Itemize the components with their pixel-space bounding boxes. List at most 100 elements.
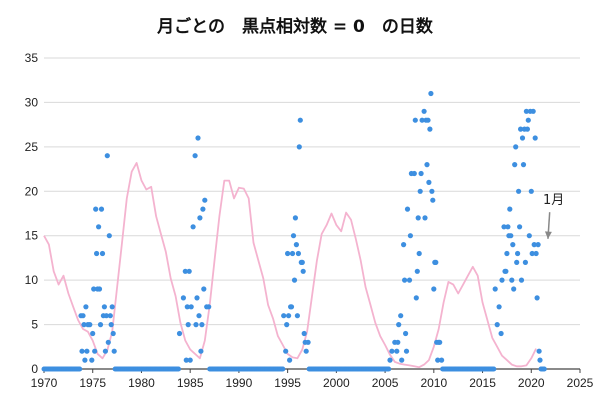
zero-day-point [291,277,298,283]
zero-day-point [206,304,212,310]
zero-day-point [513,144,519,150]
zero-day-point [529,250,535,257]
zero-day-point [398,313,404,319]
zero-day-point [512,162,518,168]
zero-day-point [414,268,420,274]
y-tick-label: 15 [25,229,39,243]
zero-day-point [417,188,423,194]
zero-day-point [404,206,411,212]
y-tick-label: 30 [25,95,39,109]
zero-day-point [106,233,112,239]
zero-day-point [424,162,430,168]
zero-day-point [182,268,188,274]
zero-day-point [93,206,99,212]
zero-day-point [531,242,537,248]
sunspot-line [43,162,537,369]
zero-day-point [103,313,109,319]
zero-day-point [499,277,505,283]
zero-day-point [399,357,405,363]
zero-day-point [190,224,196,230]
zero-day-point [437,339,443,345]
zero-day-point [519,135,526,141]
zero-day-point [514,259,520,265]
zero-day-point [522,259,529,265]
zero-day-point [491,366,497,372]
x-tick-label: 1995 [274,376,301,390]
zero-day-point [79,348,85,354]
zero-day-point [525,117,531,123]
zero-day-point [501,224,507,230]
x-tick-label: 2000 [323,376,350,390]
zero-day-point [82,357,88,363]
zero-day-point [418,170,424,177]
zero-day-point [394,348,400,354]
zero-day-point [289,250,296,257]
zero-day-point [102,348,108,354]
zero-day-point [98,206,105,212]
zero-day-point [292,215,298,221]
zero-day-point [537,357,543,363]
zero-day-point [288,304,295,310]
zero-day-point [496,304,502,310]
zero-day-point [516,188,522,194]
zero-day-point [84,348,90,354]
zero-day-point [528,188,534,194]
zero-day-point [429,188,435,194]
grid-lines [44,57,580,326]
zero-day-point [176,366,181,372]
zero-day-point [80,313,86,319]
zero-day-point [532,135,538,141]
zero-day-point [508,233,514,239]
zero-day-point [401,242,407,248]
zero-day-point [427,126,433,132]
zero-day-point [92,348,98,354]
zero-day-point [105,339,111,345]
zero-day-point [107,313,113,319]
zero-day-point [534,295,540,301]
zero-day-point [197,215,203,221]
zero-day-point [194,295,200,301]
zero-day-point [517,224,523,230]
zero-day-point [533,250,539,257]
zero-day-point [285,250,291,257]
zero-day-point [395,339,401,345]
x-tick-label: 2025 [567,376,594,390]
zero-day-point [104,153,110,159]
zero-day-point [185,322,191,328]
zero-day-point [287,357,293,363]
zero-day-point [87,322,93,328]
zero-day-point [433,259,439,265]
zero-day-point [286,313,292,319]
x-tick-label: 2020 [518,376,545,390]
zero-day-point [425,117,431,123]
zero-day-point [109,304,115,310]
zero-day-point [387,357,393,363]
zero-day-point [511,286,517,292]
zero-day-point [403,330,409,337]
zero-day-point [403,348,410,354]
sunspot-line-series [43,162,537,369]
zero-day-point [96,286,103,292]
zero-day-point [416,250,422,257]
zero-day-point [300,268,306,274]
zero-day-point [407,233,413,239]
zero-day-point [110,330,116,337]
chart-title: 月ごとの 黒点相対数 = 0 の日数 [156,16,434,37]
x-tick-label: 1985 [177,376,204,390]
zero-day-point [176,330,183,337]
zero-day-point [94,250,100,257]
zero-day-point [290,233,297,239]
zero-day-point [280,366,286,372]
zero-day-point [518,277,525,283]
zero-day-point [299,259,305,265]
zero-day-point [507,206,513,212]
zero-day-point [415,215,421,221]
zero-day-point [386,366,392,372]
zero-day-point [535,242,541,248]
y-tick-label: 5 [31,318,38,332]
zero-day-point [492,286,498,292]
zero-day-point [195,135,201,141]
zero-day-point [431,286,437,292]
zero-day-point [200,206,206,212]
x-tick-label: 2005 [372,376,399,390]
